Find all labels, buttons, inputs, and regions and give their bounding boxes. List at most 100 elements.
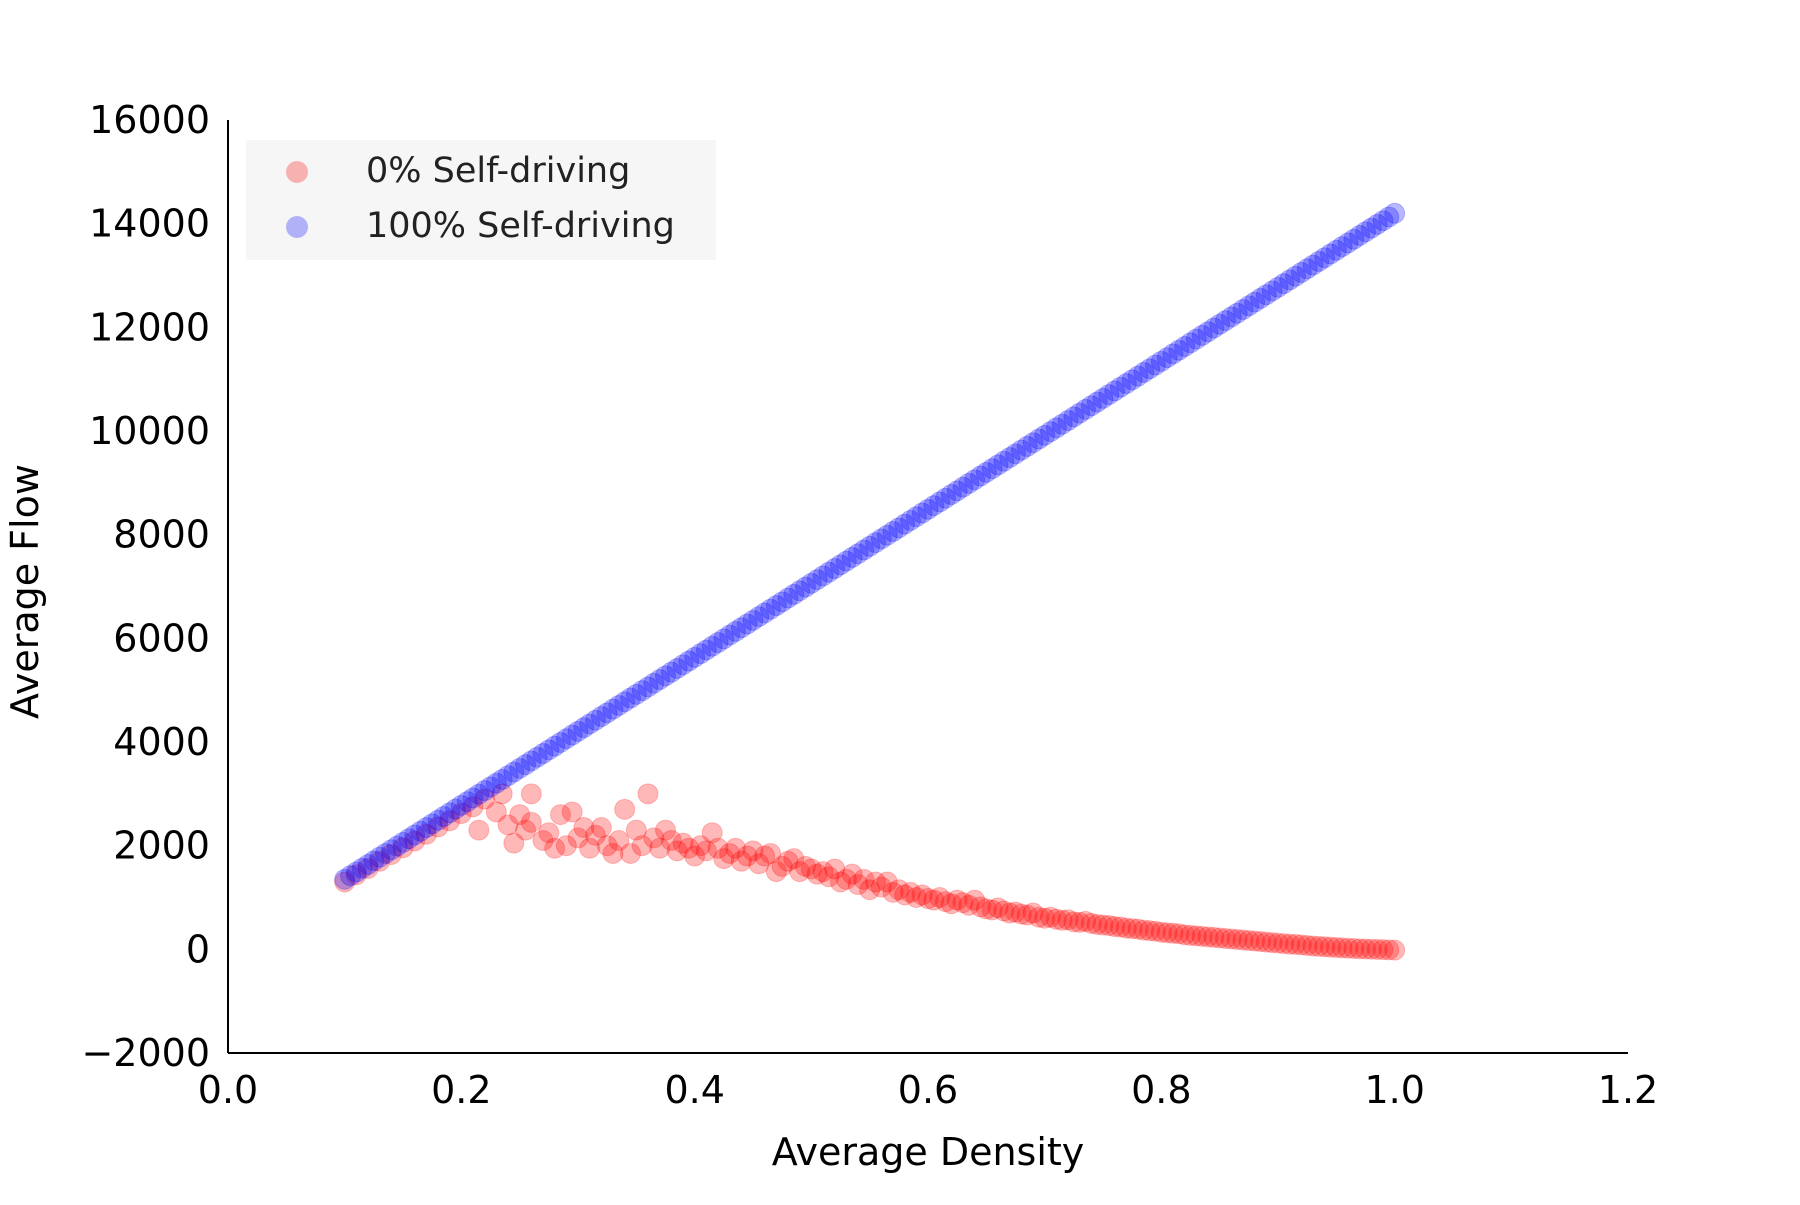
- data-point-0pct: [1366, 938, 1388, 960]
- data-point-100pct: [433, 805, 455, 827]
- data-point-100pct: [1051, 413, 1073, 435]
- data-point-100pct: [1045, 417, 1067, 439]
- data-point-0pct: [684, 845, 706, 867]
- data-point-100pct: [608, 694, 630, 716]
- data-point-100pct: [602, 698, 624, 720]
- data-point-0pct: [900, 881, 921, 903]
- data-point-0pct: [1075, 910, 1096, 932]
- data-point-0pct: [1349, 938, 1371, 960]
- data-point-0pct: [1320, 936, 1341, 958]
- y-tick-label: 12000: [89, 305, 210, 349]
- data-point-100pct: [1349, 225, 1371, 247]
- data-point-100pct: [690, 643, 711, 665]
- data-point-0pct: [643, 827, 665, 849]
- data-point-0pct: [725, 837, 746, 859]
- data-point-100pct: [1215, 310, 1236, 332]
- data-point-0pct: [923, 889, 945, 911]
- data-point-100pct: [1145, 354, 1166, 376]
- data-point-100pct: [905, 506, 927, 528]
- data-point-100pct: [870, 528, 892, 550]
- data-point-0pct: [736, 845, 758, 867]
- data-point-100pct: [987, 454, 1009, 476]
- data-point-0pct: [1314, 936, 1336, 958]
- data-point-100pct: [1226, 302, 1248, 324]
- data-point-0pct: [1040, 906, 1061, 928]
- data-point-100pct: [707, 632, 729, 654]
- data-point-0pct: [538, 822, 560, 844]
- data-point-100pct: [485, 772, 507, 794]
- data-point-0pct: [590, 817, 612, 839]
- data-point-0pct: [876, 871, 898, 893]
- data-point-100pct: [1337, 232, 1359, 254]
- data-point-0pct: [975, 898, 997, 920]
- data-point-100pct: [771, 591, 793, 613]
- data-point-0pct: [940, 893, 962, 915]
- points-layer: [334, 202, 1406, 961]
- data-point-100pct: [503, 761, 525, 783]
- data-point-100pct: [830, 554, 851, 576]
- data-point-100pct: [474, 780, 496, 802]
- data-point-100pct: [929, 491, 951, 513]
- legend-label-0pct: 0% Self-driving: [366, 151, 630, 191]
- data-point-100pct: [1325, 239, 1347, 261]
- data-point-100pct: [421, 813, 443, 835]
- data-point-100pct: [450, 794, 472, 816]
- y-tick-label: 16000: [89, 98, 210, 142]
- data-point-0pct: [1098, 914, 1120, 936]
- data-point-100pct: [1191, 324, 1213, 346]
- data-point-100pct: [876, 524, 898, 546]
- data-point-0pct: [812, 861, 834, 883]
- data-point-0pct: [1133, 919, 1155, 941]
- x-axis-title: Average Density: [772, 1130, 1085, 1174]
- data-point-0pct: [1296, 934, 1318, 956]
- data-point-100pct: [777, 587, 799, 609]
- data-point-100pct: [818, 561, 840, 583]
- data-point-0pct: [585, 824, 606, 846]
- data-point-100pct: [462, 787, 484, 809]
- data-point-0pct: [1360, 938, 1382, 960]
- data-point-0pct: [1034, 907, 1056, 929]
- data-point-0pct: [952, 892, 974, 914]
- data-point-0pct: [800, 858, 822, 880]
- data-point-0pct: [655, 819, 676, 841]
- data-point-100pct: [742, 609, 764, 631]
- data-point-0pct: [964, 889, 986, 911]
- data-point-0pct: [1232, 929, 1254, 951]
- data-point-0pct: [853, 868, 875, 890]
- data-point-0pct: [1156, 922, 1178, 944]
- data-point-100pct: [1250, 287, 1271, 309]
- data-point-100pct: [748, 606, 770, 628]
- data-point-0pct: [695, 840, 717, 862]
- data-point-0pct: [678, 837, 700, 859]
- data-point-0pct: [631, 835, 653, 857]
- data-point-0pct: [882, 881, 904, 903]
- data-point-0pct: [981, 899, 1003, 921]
- y-tick-label: 4000: [113, 720, 210, 764]
- data-point-100pct: [1360, 217, 1382, 239]
- data-point-100pct: [1133, 361, 1155, 383]
- data-point-0pct: [1092, 914, 1114, 936]
- data-point-0pct: [520, 811, 542, 833]
- data-point-100pct: [526, 746, 548, 768]
- data-point-100pct: [515, 754, 536, 776]
- data-point-100pct: [1261, 280, 1283, 302]
- data-point-100pct: [760, 598, 781, 620]
- data-point-0pct: [841, 863, 863, 885]
- data-point-100pct: [340, 865, 361, 887]
- data-point-0pct: [1185, 925, 1207, 947]
- data-point-0pct: [1302, 935, 1324, 957]
- legend-marker-0pct: [286, 161, 308, 183]
- data-point-100pct: [380, 839, 402, 861]
- data-point-100pct: [614, 691, 636, 713]
- y-tick-label: 10000: [89, 409, 210, 453]
- x-tick-labels: 0.0 0.2 0.4 0.6 0.8 1.0 1.2: [198, 1068, 1658, 1112]
- data-point-0pct: [1010, 903, 1032, 925]
- data-point-100pct: [1320, 243, 1341, 265]
- data-point-100pct: [882, 521, 904, 543]
- data-point-0pct: [660, 829, 682, 851]
- data-point-0pct: [515, 819, 536, 841]
- data-point-100pct: [567, 720, 589, 742]
- data-point-100pct: [970, 465, 991, 487]
- data-point-100pct: [590, 706, 612, 728]
